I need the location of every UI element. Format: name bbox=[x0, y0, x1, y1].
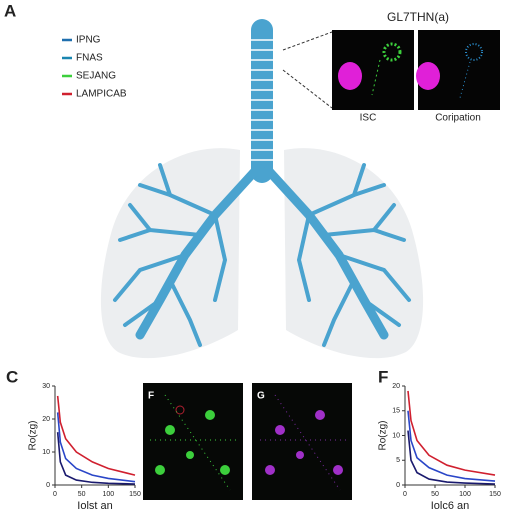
x-tick-label: 0 bbox=[53, 491, 57, 498]
x-tick-label: 100 bbox=[102, 491, 114, 498]
x-tick-label: 150 bbox=[489, 491, 501, 498]
legend-label: SEJANG bbox=[76, 71, 116, 82]
y-tick-label: 20 bbox=[42, 416, 50, 423]
series-line bbox=[56, 395, 136, 476]
y-tick-label: 15 bbox=[392, 408, 400, 415]
inset-label: Coripation bbox=[435, 113, 481, 124]
inset-label: ISC bbox=[360, 113, 377, 124]
y-tick-label: 0 bbox=[46, 482, 50, 489]
series-line bbox=[407, 390, 496, 476]
inset-images bbox=[332, 30, 500, 110]
y-tick-label: 0 bbox=[396, 482, 400, 489]
legend-label: FNAS bbox=[76, 53, 103, 64]
series-line bbox=[56, 412, 136, 483]
series-line bbox=[407, 410, 496, 482]
series-line bbox=[407, 430, 496, 485]
x-tick-label: 150 bbox=[129, 491, 141, 498]
microscopy-images bbox=[143, 383, 352, 500]
panel-label: A bbox=[4, 1, 16, 20]
y-tick-label: 30 bbox=[42, 383, 50, 390]
x-tick-label: 50 bbox=[431, 491, 439, 498]
x-axis-label: Iolc6 an bbox=[431, 500, 470, 512]
x-tick-label: 50 bbox=[78, 491, 86, 498]
y-tick-label: 10 bbox=[42, 449, 50, 456]
x-axis-label: Iolst an bbox=[77, 500, 112, 512]
y-axis-label: Ro(zg) bbox=[378, 420, 389, 450]
inset-title: GL7THN(a) bbox=[387, 10, 449, 24]
x-tick-label: 100 bbox=[459, 491, 471, 498]
y-tick-label: 5 bbox=[396, 457, 400, 464]
image-label: G bbox=[257, 391, 265, 402]
y-tick-label: 20 bbox=[392, 383, 400, 390]
y-tick-label: 10 bbox=[392, 432, 400, 439]
image-label: F bbox=[148, 391, 154, 402]
y-axis-label: Ro(zg) bbox=[28, 420, 39, 450]
legend-label: IPNG bbox=[76, 35, 101, 46]
panel-label: C bbox=[6, 367, 18, 386]
legend-label: LAMPICAB bbox=[76, 89, 127, 100]
series-line bbox=[56, 432, 136, 485]
x-tick-label: 0 bbox=[403, 491, 407, 498]
panel-label: F bbox=[378, 367, 388, 386]
lung-illustration bbox=[100, 19, 424, 359]
